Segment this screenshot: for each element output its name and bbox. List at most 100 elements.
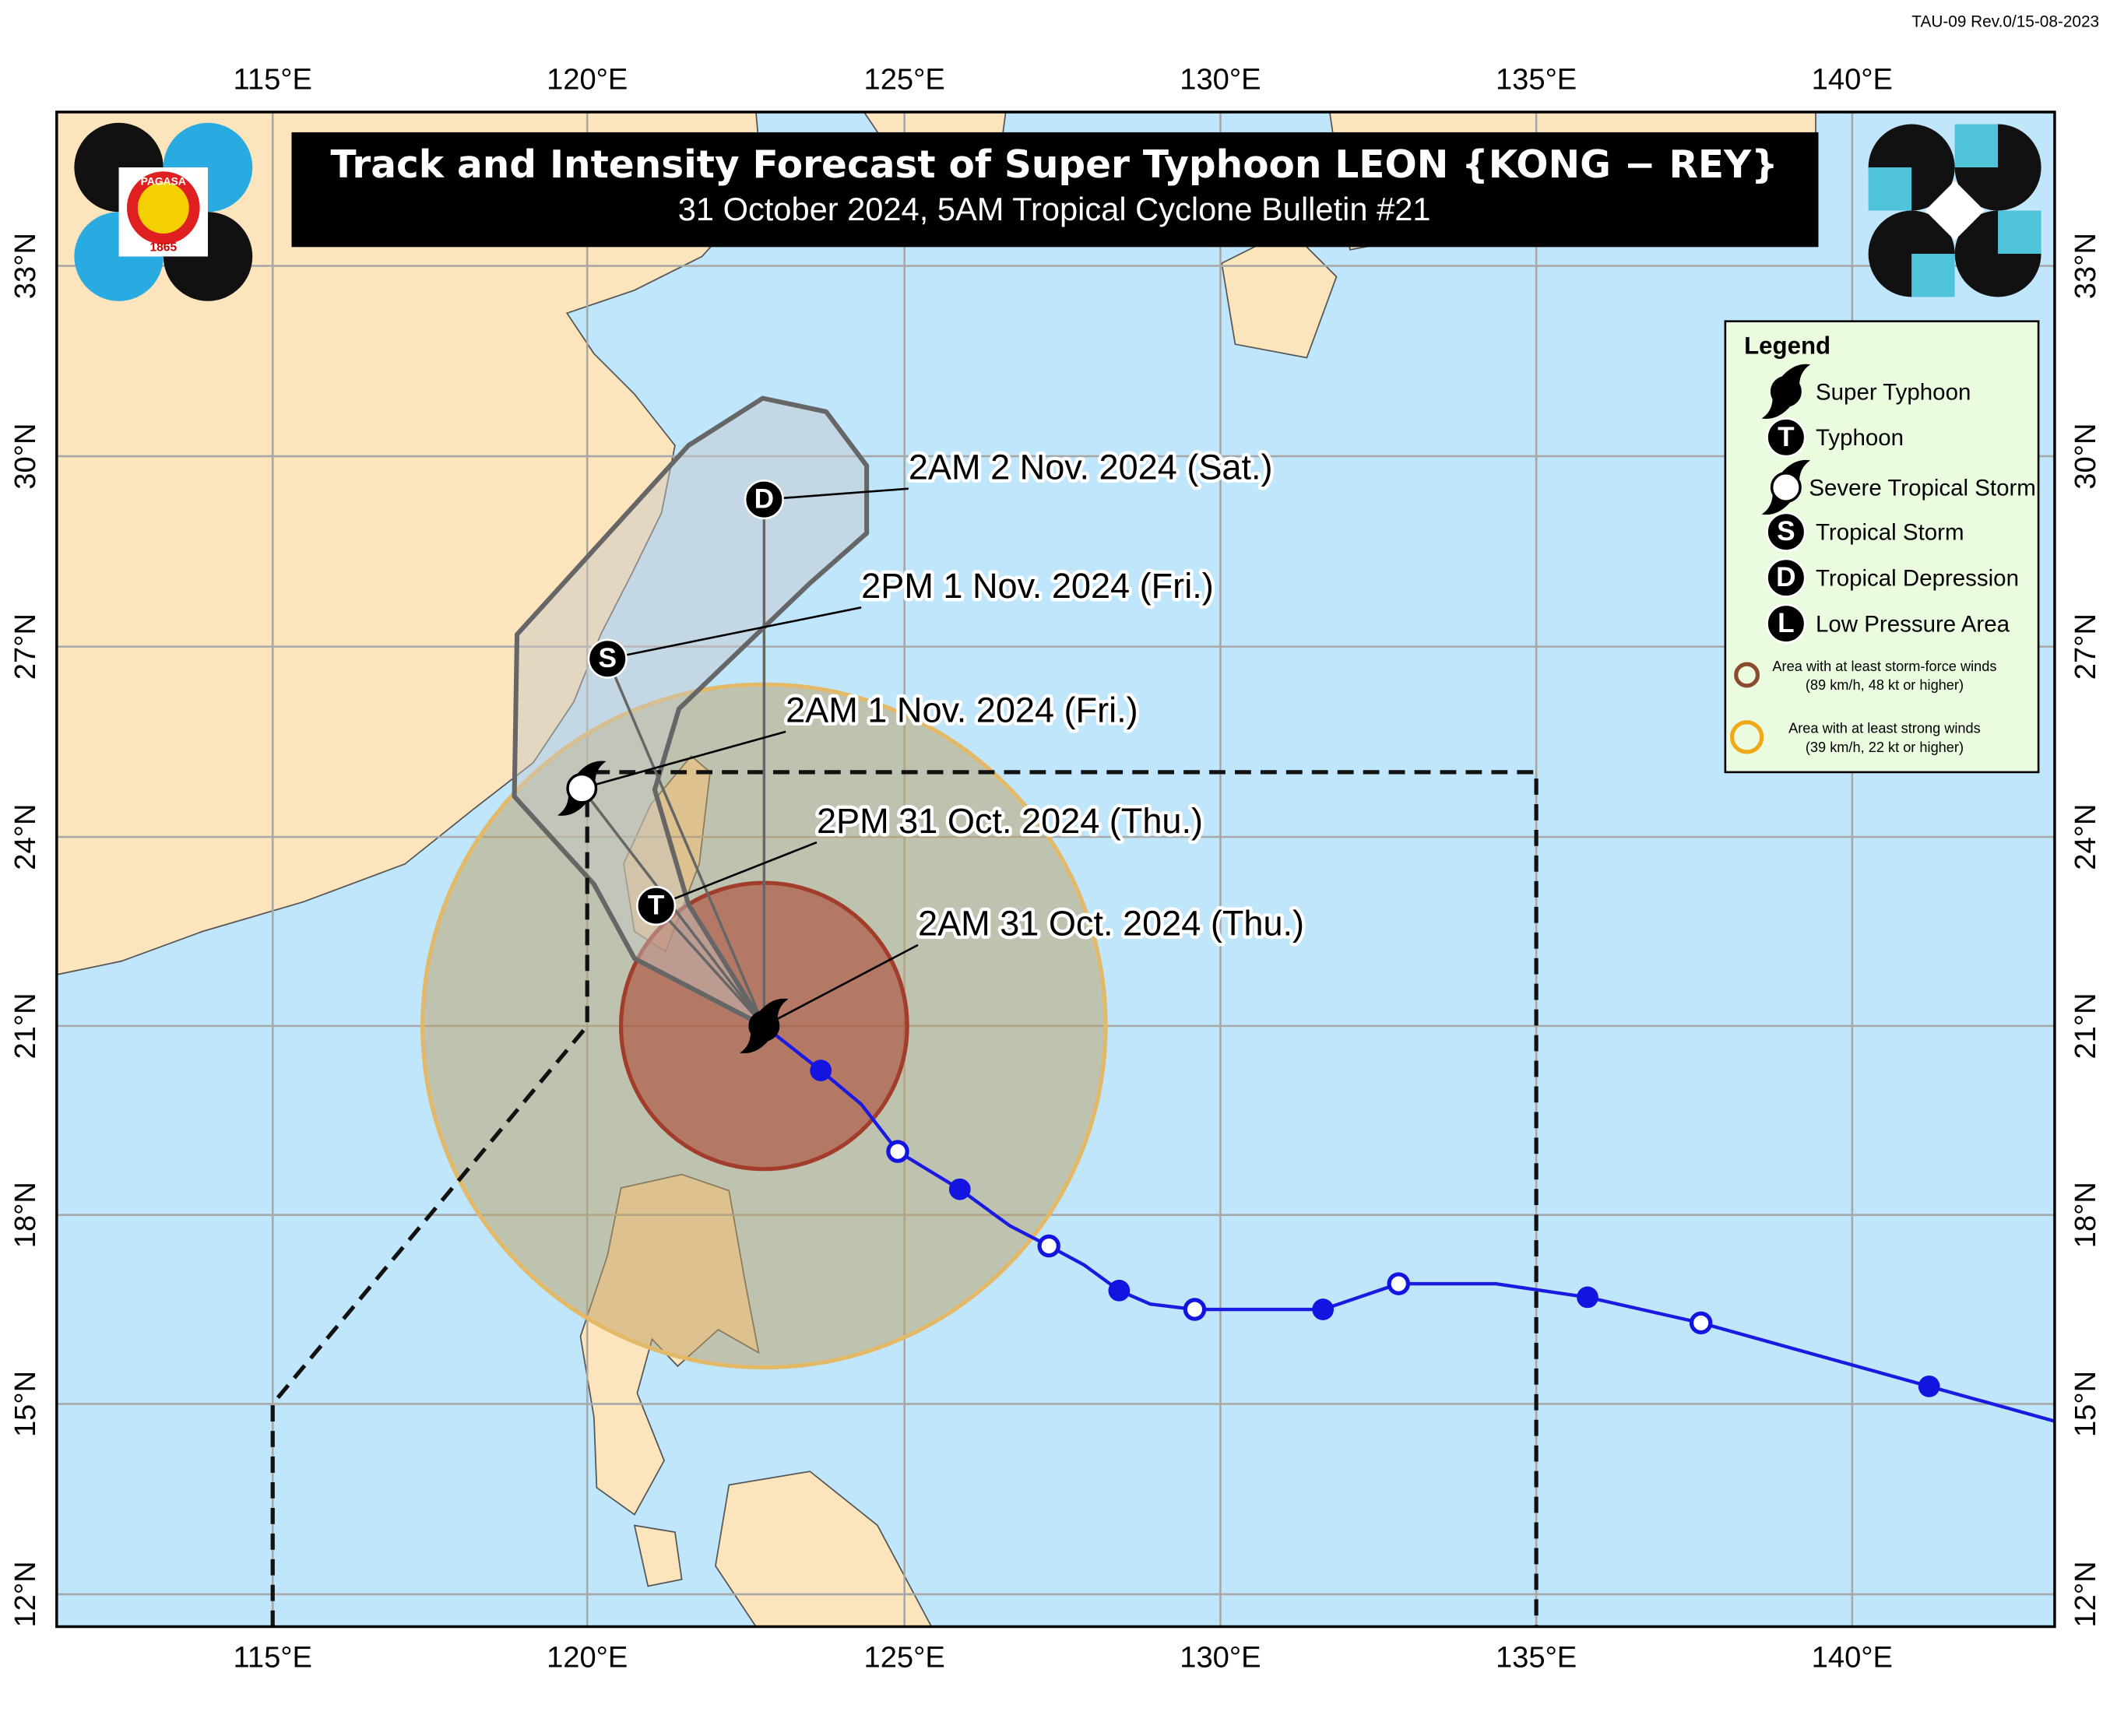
legend-title: Legend (1744, 332, 1830, 359)
track-point (1918, 1376, 1940, 1397)
lon-label: 135°E (1496, 1641, 1577, 1675)
symbol-core (1766, 417, 1806, 458)
symbol-letter: S (598, 643, 616, 673)
logo-part (1911, 254, 1955, 297)
lon-label: 115°E (234, 1641, 312, 1675)
track-point (1312, 1298, 1335, 1320)
forecast-label: 2AM 31 Oct. 2024 (Thu.) (918, 904, 1304, 944)
lon-label: 120°E (547, 62, 628, 96)
lat-label: 18°N (2069, 1182, 2102, 1248)
legend-area-label: Area with at least strong winds (1788, 721, 1981, 736)
legend: Legend Super Typhoon T Typhoon Severe Tropi… (1724, 320, 2040, 774)
lat-label: 12°N (9, 1561, 42, 1627)
cyclone-symbol (1761, 364, 1811, 420)
logo-part (1868, 167, 1912, 211)
symbol-letter: L (1778, 608, 1794, 638)
pagasa-logo: PAGASA 1865 (74, 122, 253, 301)
legend-area-ring (1734, 662, 1760, 688)
track-point (1689, 1311, 1713, 1335)
symbol-tail (1780, 364, 1811, 389)
track-point (1577, 1286, 1598, 1309)
lat-label: 33°N (2069, 233, 2102, 299)
forecast-track (655, 905, 765, 1028)
lat-label: 15°N (9, 1371, 42, 1437)
lon-label: 115°E (234, 62, 312, 96)
forecast-label: 2PM 1 Nov. 2024 (Fri.) (861, 566, 1214, 606)
revision: TAU-09 Rev.0/15-08-2023 (1911, 13, 2099, 31)
forecast-cone (512, 395, 870, 1028)
lon-label: 120°E (547, 1641, 628, 1675)
lat-label: 15°N (2069, 1371, 2102, 1437)
legend-label: Typhoon (1816, 425, 1904, 451)
dost-logo (1868, 124, 2041, 297)
axis-labels: 115°E 115°E 120°E 120°E 125°E 125°E 130°E 130°E… (9, 62, 2102, 1674)
title: Track and Intensity Forecast of Super Ty… (331, 143, 1778, 187)
china (56, 111, 764, 975)
track-point (886, 1140, 909, 1163)
track-point (1183, 1298, 1207, 1321)
symbol-tail (1761, 490, 1792, 515)
lat-label: 21°N (9, 993, 42, 1059)
legend-label: Low Pressure Area (1816, 612, 2010, 638)
label-leader (581, 730, 786, 789)
cyclone-symbol (557, 761, 607, 816)
symbol-tail (576, 761, 607, 786)
logo-part (1998, 210, 2041, 255)
lon-label: 140°E (1812, 1641, 1893, 1675)
symbol-tail (1780, 459, 1811, 485)
track-point (1108, 1279, 1131, 1302)
symbol-core (587, 638, 628, 679)
lat-label: 24°N (2069, 804, 2102, 870)
legend-label: Tropical Storm (1816, 520, 1964, 546)
symbol-tail (740, 1028, 770, 1054)
symbol-letter: D (754, 484, 774, 515)
forecast-label: 2AM 2 Nov. 2024 (Sat.) (909, 448, 1273, 487)
symbol-core (566, 772, 598, 804)
symbol-tail (1761, 394, 1792, 420)
lon-label: 135°E (1496, 62, 1577, 96)
label-leader (656, 841, 818, 907)
lat-label: 27°N (2069, 613, 2102, 680)
lon-label: 125°E (864, 62, 945, 96)
label-leader (607, 606, 862, 660)
track-point (1037, 1234, 1060, 1258)
symbol-core (1770, 472, 1802, 503)
cyclone-symbol (1761, 459, 1811, 515)
symbol-core (748, 1010, 780, 1042)
lat-label: 24°N (9, 804, 42, 870)
lon-label: 125°E (864, 1641, 945, 1675)
symbol-core (636, 885, 677, 926)
symbol-core (1766, 557, 1806, 598)
track-point (810, 1060, 832, 1081)
subtitle: 31 October 2024, 5AM Tropical Cyclone Bu… (678, 191, 1431, 227)
symbol-letter: T (1778, 422, 1795, 452)
legend-area-detail: (39 km/h, 22 kt or higher) (1806, 740, 1964, 755)
track-point (1387, 1272, 1411, 1295)
symbol-letter: S (1777, 516, 1795, 546)
legend-label: Tropical Depression (1816, 566, 2019, 592)
forecast-label: 2PM 31 Oct. 2024 (Thu.) (817, 801, 1203, 841)
cyclone-symbol (740, 998, 789, 1054)
legend-label: Severe Tropical Storm (1809, 475, 2036, 501)
symbol-tail (758, 998, 789, 1024)
symbol-core (1766, 511, 1806, 552)
lon-label: 130°E (1180, 62, 1261, 96)
label-leader (764, 487, 909, 501)
symbol-letter: T (648, 891, 665, 921)
symbol-letter: D (1776, 562, 1795, 592)
legend-label: Super Typhoon (1816, 379, 1971, 405)
lat-label: 21°N (2069, 993, 2102, 1059)
lat-label: 12°N (2069, 1561, 2102, 1627)
logo-part (1954, 124, 1999, 168)
visayas (715, 1471, 933, 1627)
symbol-core (744, 480, 784, 520)
mindoro (633, 1524, 683, 1587)
symbol-core (1770, 375, 1802, 407)
lon-label: 130°E (1180, 1641, 1261, 1675)
symbol-core (1766, 603, 1806, 644)
logo-name: PAGASA (141, 175, 186, 188)
track (810, 1060, 1940, 1397)
legend-area-ring (1729, 720, 1764, 754)
label-leader (763, 944, 919, 1028)
